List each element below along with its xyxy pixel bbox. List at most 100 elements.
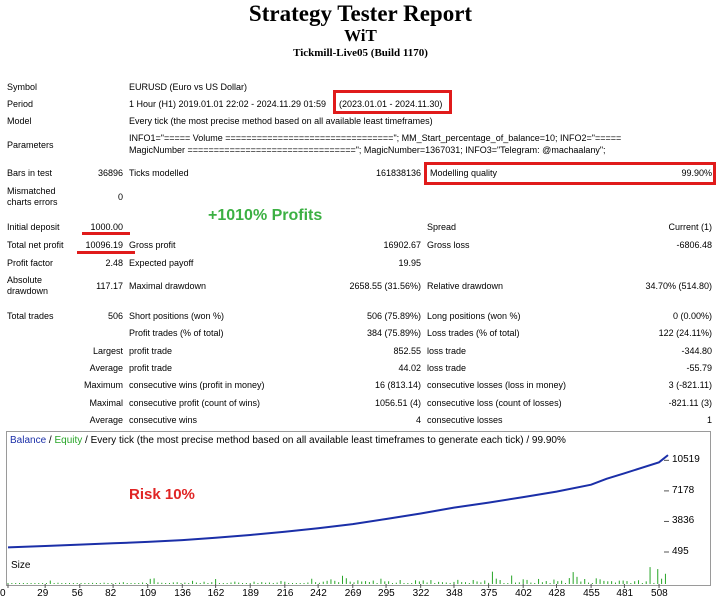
relative-drawdown-value: 34.70% (514.80) (645, 281, 712, 291)
y-tick-label: 7178 (672, 484, 695, 496)
x-tick-label: 508 (651, 588, 668, 599)
max-consecutive-wins-label: consecutive wins (profit in money) (129, 380, 265, 390)
ticks-label: Ticks modelled (129, 168, 189, 178)
maximal-consecutive-loss-label: consecutive loss (count of losses) (427, 398, 562, 408)
profit-trades-label: Profit trades (% of total) (129, 328, 224, 338)
largest-profit-trade-label: profit trade (129, 346, 173, 356)
mismatch-label-1: Mismatched (7, 186, 56, 196)
total-trades-value: 506 (107, 311, 123, 321)
y-tick-label: 495 (672, 546, 689, 557)
x-tick-label: 216 (276, 588, 294, 599)
bars-label: Bars in test (7, 168, 53, 178)
model-label: Model (7, 116, 32, 126)
loss-trades-label: Loss trades (% of total) (427, 328, 520, 338)
mismatch-label-2: charts errors (7, 197, 58, 207)
x-tick-label: 136 (174, 588, 191, 599)
short-positions-value: 506 (75.89%) (366, 311, 421, 321)
gross-loss-label: Gross loss (427, 240, 470, 250)
quality-highlight-box (424, 162, 716, 185)
x-tick-label: 481 (616, 588, 634, 599)
short-positions-label: Short positions (won %) (129, 311, 225, 321)
bars-value: 36896 (97, 168, 123, 178)
loss-trades-value: 122 (24.11%) (658, 328, 712, 338)
legend-balance: Balance (10, 435, 47, 446)
average-label: Average (89, 363, 123, 373)
chart-legend: Balance / Equity / Every tick (the most … (10, 435, 566, 446)
largest-loss-trade-label: loss trade (427, 346, 467, 356)
period-label: Period (7, 99, 34, 109)
maximal-drawdown-value: 2658.55 (31.56%) (349, 281, 421, 291)
largest-profit-trade-value: 852.55 (393, 346, 421, 356)
parameters-line-2: MagicNumber ============================… (129, 145, 606, 155)
expected-payoff-label: Expected payoff (129, 258, 194, 268)
net-profit-label: Total net profit (7, 240, 64, 250)
period-highlight-text: (2023.01.01 - 2024.11.30) (339, 99, 443, 109)
x-tick-label: 428 (548, 588, 566, 599)
max-consecutive-losses-label: consecutive losses (loss in money) (427, 380, 567, 390)
report-subtitle: WiT (344, 26, 377, 45)
quality-label: Modelling quality (430, 168, 498, 178)
max-consecutive-wins-value: 16 (813.14) (374, 380, 421, 390)
x-tick-label: 375 (480, 588, 498, 599)
x-tick-label: 295 (378, 588, 395, 599)
x-tick-label: 348 (445, 588, 463, 599)
expected-payoff-value: 19.95 (398, 258, 421, 268)
average-consecutive-losses-label: consecutive losses (427, 415, 503, 425)
parameters-line-1: INFO1="===== Volume ====================… (129, 133, 622, 143)
period-highlight-box (333, 90, 452, 114)
legend-description: / Every tick (the most precise method ba… (82, 435, 566, 446)
spread-label: Spread (427, 222, 457, 232)
net-profit-underline (77, 251, 135, 254)
x-tick-label: 455 (583, 588, 600, 599)
quality-value: 99.90% (681, 168, 712, 178)
risk-annotation: Risk 10% (129, 486, 195, 503)
profit-factor-label: Profit factor (7, 258, 54, 268)
x-tick-label: 82 (105, 588, 117, 599)
symbol-label: Symbol (7, 82, 38, 92)
symbol-value: EURUSD (Euro vs US Dollar) (129, 82, 248, 92)
deposit-value: 1000.00 (90, 222, 123, 232)
maximal-label: Maximal (89, 398, 123, 408)
maximal-consecutive-profit-label: consecutive profit (count of wins) (129, 398, 261, 408)
x-tick-label: 162 (207, 588, 225, 599)
maximum-label: Maximum (83, 380, 123, 390)
x-tick-label: 189 (242, 588, 259, 599)
average-consecutive-losses-value: 1 (706, 415, 712, 425)
total-trades-label: Total trades (7, 311, 54, 321)
parameters-label: Parameters (7, 140, 54, 150)
x-tick-label: 242 (310, 588, 327, 599)
x-tick-label: 109 (139, 588, 157, 599)
average-profit-trade-value: 44.02 (398, 363, 421, 373)
y-tick-label: 10519 (672, 454, 700, 466)
long-positions-label: Long positions (won %) (427, 311, 521, 321)
absolute-drawdown-value: 117.17 (96, 281, 123, 291)
profit-factor-value: 2.48 (105, 258, 123, 268)
largest-loss-trade-value: -344.80 (681, 346, 712, 356)
absolute-drawdown-label-2: drawdown (7, 286, 49, 296)
gross-profit-label: Gross profit (129, 240, 176, 250)
ticks-value: 161838136 (375, 168, 421, 178)
net-profit-value: 10096.19 (85, 240, 123, 250)
size-label: Size (11, 560, 31, 571)
legend-separator: / (46, 435, 55, 446)
max-consecutive-losses-value: 3 (-821.11) (668, 380, 712, 390)
period-value: 1 Hour (H1) 2019.01.01 22:02 - 2024.11.2… (129, 99, 326, 109)
x-tick-label: 0 (0, 588, 6, 599)
x-tick-label: 269 (344, 588, 362, 599)
y-tick-label: 3836 (672, 515, 695, 527)
average-loss-trade-label: loss trade (427, 363, 467, 373)
maximal-consecutive-profit-value: 1056.51 (4) (374, 398, 421, 408)
maximal-drawdown-label: Maximal drawdown (129, 281, 207, 291)
balance-chart-panel (6, 431, 711, 559)
average-consecutive-wins-value: 4 (415, 415, 421, 425)
maximal-consecutive-loss-value: -821.11 (3) (668, 398, 712, 408)
long-positions-value: 0 (0.00%) (672, 311, 712, 321)
absolute-drawdown-label-1: Absolute (7, 275, 43, 285)
x-tick-label: 56 (71, 588, 83, 599)
gross-loss-value: -6806.48 (676, 240, 712, 250)
x-tick-label: 402 (515, 588, 532, 599)
gross-profit-value: 16902.67 (383, 240, 421, 250)
largest-label: Largest (92, 346, 123, 356)
average-profit-trade-label: profit trade (129, 363, 173, 373)
spread-value: Current (1) (668, 222, 712, 232)
